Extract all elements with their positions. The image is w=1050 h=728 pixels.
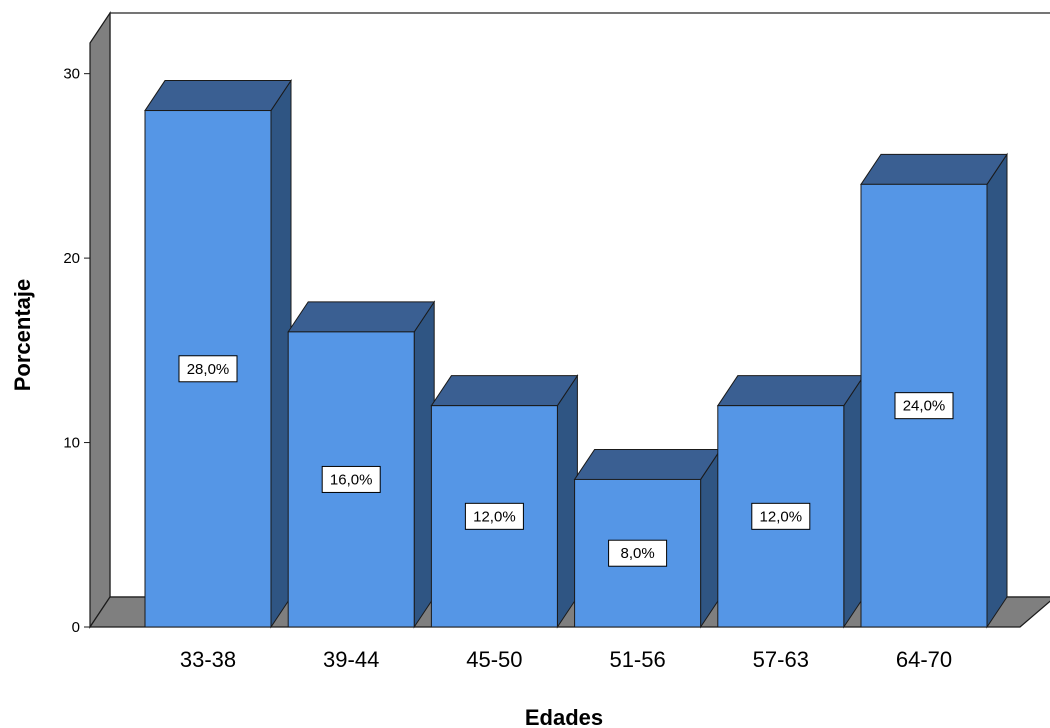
y-axis-ticks: 0 10 20 30 (63, 66, 90, 636)
y-tick-label: 0 (72, 619, 80, 636)
x-category-label: 57-63 (753, 647, 809, 672)
data-label-box (321, 465, 381, 493)
bar-side (986, 152, 1008, 629)
bar (860, 152, 1008, 629)
data-label-text: 8,0% (620, 545, 654, 562)
x-category-label: 39-44 (323, 647, 379, 672)
data-label-text: 12,0% (473, 508, 516, 525)
data-label: 24,0% (894, 392, 954, 420)
y-axis-title: Porcentaje (10, 279, 35, 392)
x-category-label: 33-38 (180, 647, 236, 672)
data-label-box (894, 392, 954, 420)
data-label: 8,0% (608, 539, 668, 567)
bar-top (860, 153, 1008, 185)
left-wall (89, 11, 111, 629)
bar-front (574, 478, 702, 628)
data-label-box (608, 539, 668, 567)
data-label: 16,0% (321, 465, 381, 493)
bar (716, 374, 865, 629)
data-label-box (751, 502, 811, 530)
bar-top (716, 375, 865, 407)
x-category-label: 64-70 (896, 647, 952, 672)
bar-top (430, 375, 579, 407)
bar (430, 374, 579, 629)
data-label: 12,0% (464, 502, 524, 530)
x-axis-title: Edades (525, 705, 603, 728)
x-category-label: 51-56 (609, 647, 665, 672)
data-label-text: 28,0% (187, 361, 230, 378)
bar-top (287, 301, 436, 333)
data-label-box (464, 502, 524, 530)
data-label: 12,0% (751, 502, 811, 530)
y-tick-label: 20 (63, 250, 80, 267)
x-category-label: 45-50 (466, 647, 522, 672)
bar (287, 300, 436, 629)
bar (573, 447, 722, 629)
data-label-box (178, 355, 238, 383)
bar-top (573, 448, 722, 480)
y-tick-label: 10 (63, 435, 80, 452)
data-label-text: 12,0% (760, 508, 803, 525)
data-label-text: 24,0% (903, 398, 946, 415)
bar (144, 78, 292, 629)
data-label: 28,0% (178, 355, 238, 383)
bar-top (144, 80, 292, 112)
data-labels: 28,0% 16,0% 12,0% 8,0% 12,0% 24,0% (178, 355, 954, 567)
y-tick-label: 30 (63, 66, 80, 83)
data-label-text: 16,0% (330, 471, 373, 488)
x-axis-categories: 33-38 39-44 45-50 51-56 57-63 64-70 (180, 647, 952, 672)
